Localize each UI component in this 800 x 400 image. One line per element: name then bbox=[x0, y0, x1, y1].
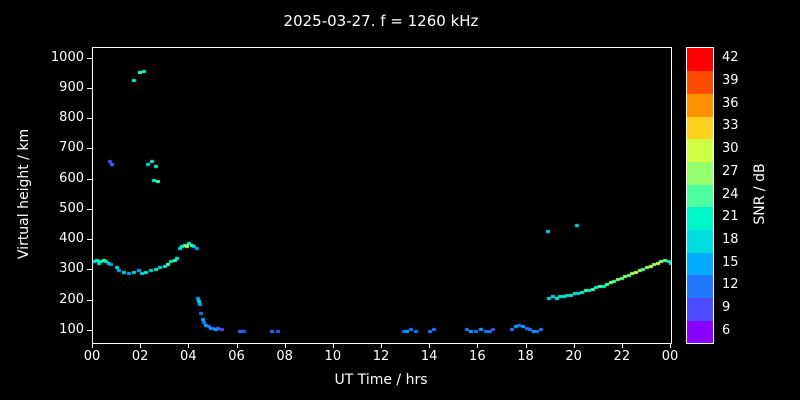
x-tick-mark bbox=[621, 344, 623, 348]
x-tick-label: 00 bbox=[661, 349, 679, 364]
x-tick-label: 04 bbox=[180, 349, 197, 364]
y-tick-label: 500 bbox=[59, 200, 84, 216]
x-tick-label: 22 bbox=[613, 349, 631, 364]
colorbar-segment bbox=[687, 48, 713, 72]
x-tick-label: 16 bbox=[469, 349, 486, 364]
colorbar-segment bbox=[687, 320, 713, 344]
colorbar bbox=[686, 47, 714, 344]
colorbar-segment bbox=[687, 116, 713, 140]
colorbar-tick-label: 33 bbox=[722, 118, 739, 134]
colorbar-segment bbox=[687, 274, 713, 299]
colorbar-segment bbox=[687, 184, 713, 208]
x-tick-label: 14 bbox=[420, 349, 438, 364]
scatter-points-canvas bbox=[93, 48, 671, 343]
x-tick-mark bbox=[92, 344, 93, 348]
colorbar-tick-label: 9 bbox=[722, 299, 731, 315]
x-tick-label: 02 bbox=[131, 349, 149, 364]
y-tick-label: 200 bbox=[59, 291, 84, 307]
x-axis-label: UT Time / hrs bbox=[334, 372, 428, 388]
y-tick-label: 700 bbox=[59, 140, 84, 156]
colorbar-segment bbox=[687, 206, 713, 231]
colorbar-segment bbox=[687, 93, 713, 117]
colorbar-tick-label: 15 bbox=[722, 254, 739, 270]
x-tick-label: 12 bbox=[372, 349, 390, 364]
x-tick-mark bbox=[670, 344, 671, 348]
colorbar-tick-label: 36 bbox=[722, 95, 739, 111]
x-tick-mark bbox=[332, 344, 334, 348]
colorbar-tick-label: 6 bbox=[722, 322, 731, 338]
colorbar-segment bbox=[687, 252, 713, 276]
x-tick-label: 10 bbox=[324, 349, 342, 364]
colorbar-tick-label: 39 bbox=[722, 73, 739, 89]
colorbar-tick-label: 21 bbox=[722, 209, 739, 225]
y-tick-label: 900 bbox=[59, 79, 84, 95]
x-tick-label: 08 bbox=[276, 349, 293, 364]
colorbar-tick-label: 27 bbox=[722, 163, 739, 179]
y-tick-label: 800 bbox=[59, 110, 84, 126]
y-tick-label: 400 bbox=[59, 231, 84, 247]
x-tick-mark bbox=[477, 344, 479, 348]
x-tick-label: 18 bbox=[517, 349, 534, 364]
x-tick-label: 20 bbox=[565, 349, 582, 364]
x-tick-label: 06 bbox=[228, 349, 245, 364]
colorbar-segment bbox=[687, 297, 713, 321]
chart-title: 2025-03-27. f = 1260 kHz bbox=[283, 12, 479, 30]
y-tick-label: 1000 bbox=[50, 49, 84, 65]
x-tick-mark bbox=[284, 344, 286, 348]
colorbar-tick-label: 30 bbox=[722, 141, 739, 157]
x-tick-mark bbox=[381, 344, 382, 348]
colorbar-segment bbox=[687, 138, 713, 162]
colorbar-segment bbox=[687, 161, 713, 185]
y-axis-label: Virtual height / km bbox=[16, 128, 32, 260]
colorbar-tick-label: 18 bbox=[722, 231, 739, 247]
colorbar-segment bbox=[687, 70, 713, 94]
colorbar-tick-label: 42 bbox=[722, 50, 739, 66]
x-tick-label: 00 bbox=[83, 349, 101, 364]
x-tick-mark bbox=[525, 344, 527, 348]
colorbar-axis-label: SNR / dB bbox=[752, 163, 768, 225]
y-tick-label: 600 bbox=[59, 170, 84, 186]
x-tick-mark bbox=[188, 344, 190, 348]
y-tick-label: 100 bbox=[59, 321, 84, 337]
plot-area bbox=[92, 47, 672, 344]
colorbar-tick-label: 12 bbox=[722, 277, 739, 293]
colorbar-segment bbox=[687, 229, 713, 253]
x-tick-mark bbox=[236, 344, 238, 348]
colorbar-tick-label: 24 bbox=[722, 186, 739, 202]
y-tick-label: 300 bbox=[59, 261, 84, 277]
x-tick-mark bbox=[429, 344, 431, 348]
x-tick-mark bbox=[573, 344, 575, 348]
x-tick-mark bbox=[140, 344, 142, 348]
